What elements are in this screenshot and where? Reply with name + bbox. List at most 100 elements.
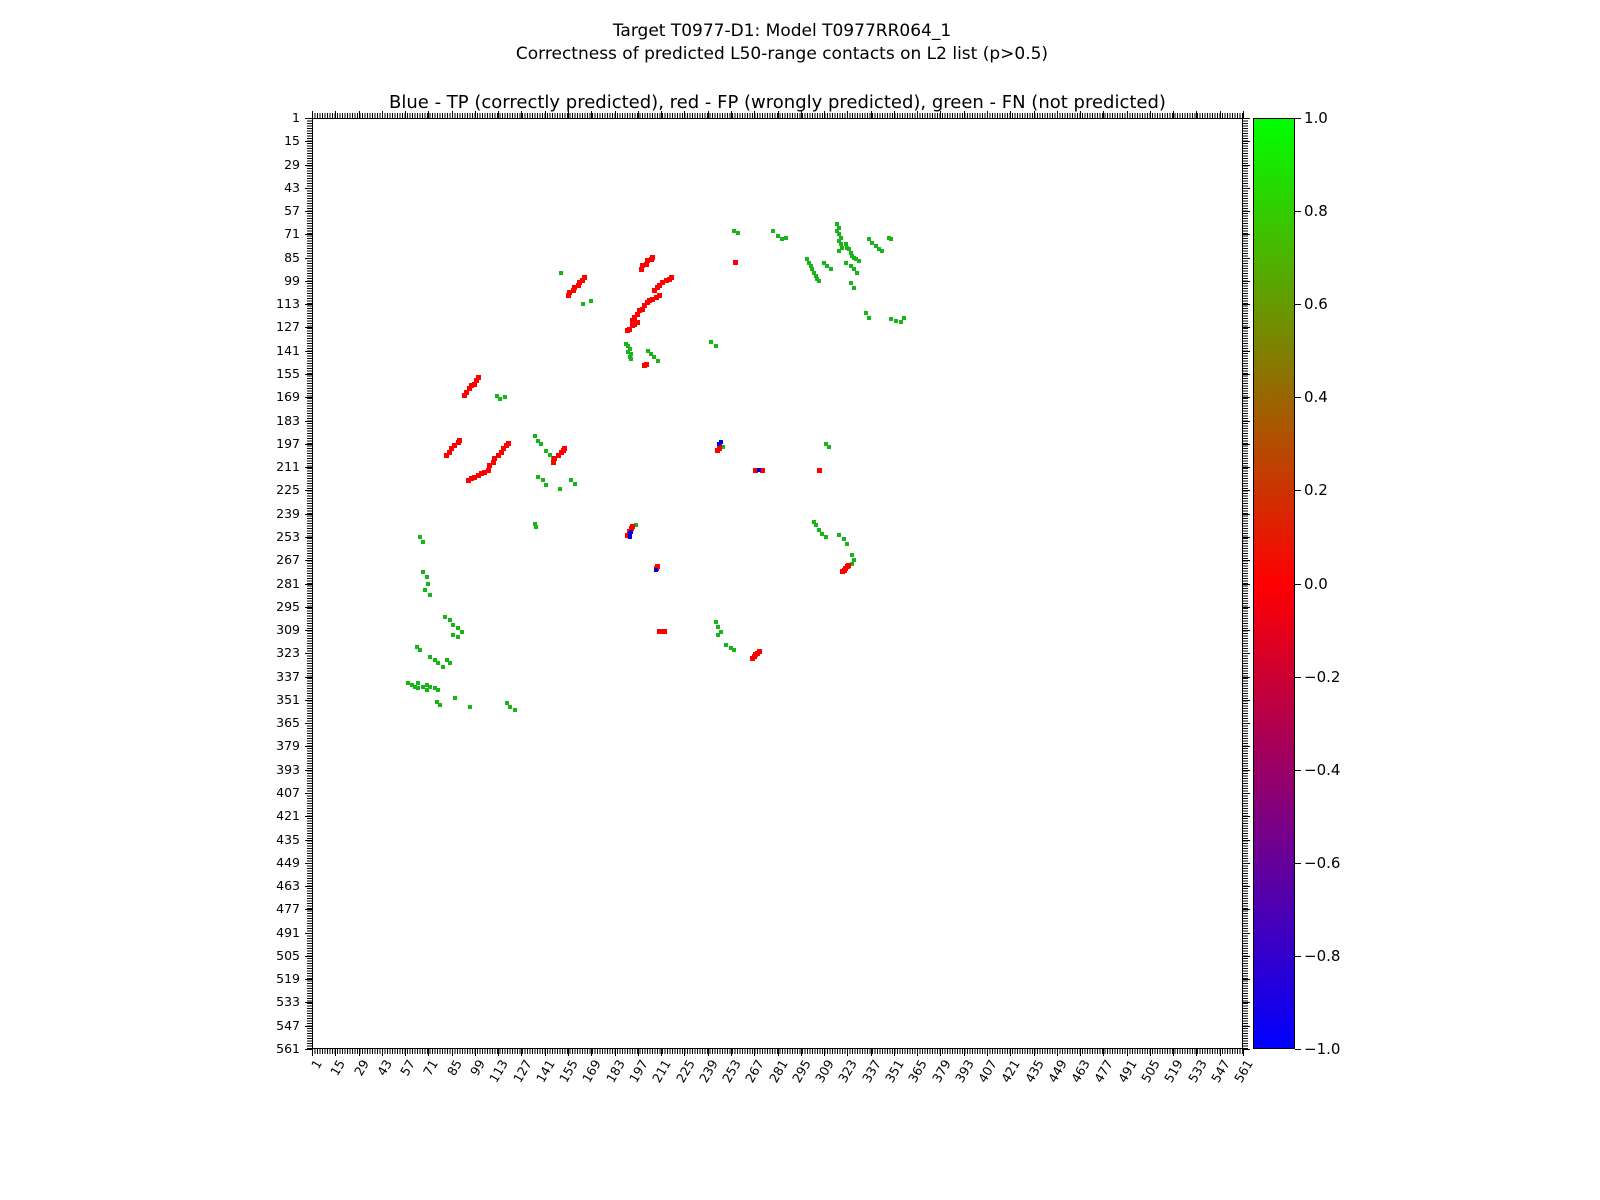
- y-major-tick-left: [305, 746, 312, 748]
- point-fn: [848, 280, 853, 285]
- point-fp: [640, 263, 646, 269]
- point-fn: [441, 664, 446, 669]
- point-tp: [627, 534, 632, 539]
- point-fn: [544, 448, 549, 453]
- point-fn: [898, 320, 903, 325]
- y-major-tick-left: [305, 443, 312, 445]
- x-major-tick-bottom: [591, 1049, 593, 1056]
- point-fn: [447, 661, 452, 666]
- x-tick-label-text: 421: [998, 1057, 1024, 1086]
- x-major-tick-top: [637, 111, 639, 118]
- figure-title-line1: Target T0977-D1: Model T0977RR064_1: [612, 21, 952, 41]
- point-fp: [650, 255, 656, 261]
- x-tick-label-text: 155: [556, 1057, 582, 1086]
- point-fn: [893, 318, 898, 323]
- point-fn: [888, 317, 893, 322]
- y-tick-label: 141: [276, 342, 300, 358]
- y-major-tick-left: [305, 583, 312, 585]
- y-major-tick-right: [1243, 886, 1250, 888]
- x-major-tick-bottom: [730, 1049, 732, 1056]
- point-fp: [469, 383, 475, 389]
- point-fn: [572, 481, 577, 486]
- y-tick-label: 379: [276, 738, 300, 754]
- axes-title: Blue - TP (correctly predicted), red - F…: [389, 92, 1166, 113]
- y-tick-label: 127: [276, 319, 300, 335]
- colorbar-tick: [1295, 676, 1301, 678]
- x-major-tick-top: [544, 111, 546, 118]
- x-major-tick-bottom: [521, 1049, 523, 1056]
- point-fp: [646, 298, 652, 304]
- point-fn: [649, 352, 654, 357]
- x-tick-label-text: 239: [695, 1057, 721, 1086]
- x-major-tick-top: [451, 111, 453, 118]
- point-fn: [497, 396, 502, 401]
- point-tp: [757, 468, 762, 473]
- y-major-tick-left: [305, 630, 312, 632]
- x-major-tick-top: [312, 111, 313, 118]
- point-fn: [436, 661, 441, 666]
- point-fn: [838, 235, 843, 240]
- y-tick-label: 183: [276, 412, 300, 428]
- point-fn: [720, 445, 725, 450]
- x-major-tick-bottom: [1010, 1049, 1012, 1056]
- point-fn: [870, 240, 875, 245]
- x-tick-label-text: 547: [1207, 1057, 1233, 1086]
- point-fn: [713, 343, 718, 348]
- y-major-tick-right: [1243, 723, 1250, 725]
- y-major-tick-right: [1243, 304, 1250, 306]
- y-tick-label: 519: [276, 971, 300, 987]
- point-fn: [880, 249, 885, 253]
- y-tick-label: 491: [276, 924, 300, 940]
- y-tick-label: 547: [276, 1017, 300, 1033]
- x-major-tick-top: [1173, 111, 1175, 118]
- colorbar-tick-label: −0.2: [1304, 667, 1341, 686]
- x-major-tick-top: [428, 111, 430, 118]
- point-fn: [848, 250, 853, 255]
- point-fp: [467, 386, 473, 392]
- point-fn: [416, 681, 421, 686]
- point-fn: [843, 260, 848, 265]
- x-major-tick-bottom: [637, 1049, 639, 1056]
- point-fp: [651, 288, 657, 294]
- point-fn: [775, 234, 780, 239]
- y-major-tick-right: [1243, 932, 1250, 934]
- x-major-tick-bottom: [800, 1049, 802, 1056]
- x-tick-label-text: 295: [788, 1057, 814, 1086]
- x-major-tick-top: [1033, 111, 1035, 118]
- point-fp: [656, 293, 662, 299]
- x-tick-label-text: 267: [742, 1057, 768, 1086]
- x-major-tick-top: [358, 111, 360, 118]
- x-major-tick-bottom: [1033, 1049, 1035, 1056]
- point-fn: [813, 273, 818, 278]
- point-fn: [848, 263, 853, 268]
- x-major-tick-top: [1243, 111, 1244, 118]
- y-major-tick-left: [305, 374, 312, 376]
- point-fp: [630, 318, 636, 324]
- point-fp: [760, 467, 766, 473]
- point-fn: [735, 230, 740, 235]
- point-fp: [753, 467, 759, 473]
- point-fn: [424, 687, 429, 692]
- point-fn: [812, 519, 817, 524]
- point-fn: [828, 267, 833, 272]
- point-fp: [655, 564, 661, 570]
- y-tick-label: 309: [276, 622, 300, 638]
- point-fn: [817, 528, 822, 533]
- y-major-tick-right: [1243, 630, 1250, 632]
- y-tick-label: 337: [276, 668, 300, 684]
- point-fn: [838, 242, 843, 247]
- point-fn: [452, 696, 457, 701]
- point-fn: [820, 531, 825, 536]
- x-tick-label-text: 491: [1114, 1057, 1140, 1086]
- point-fn: [418, 534, 423, 539]
- point-fp: [490, 459, 496, 465]
- x-tick-label-text: 281: [765, 1057, 791, 1086]
- point-fp: [570, 288, 576, 294]
- y-major-tick-right: [1243, 769, 1250, 771]
- point-fn: [850, 553, 855, 558]
- y-major-tick-right: [1243, 141, 1250, 143]
- point-fp: [630, 524, 636, 530]
- point-fn: [851, 267, 856, 272]
- point-fn: [507, 704, 512, 709]
- point-tp: [629, 529, 634, 534]
